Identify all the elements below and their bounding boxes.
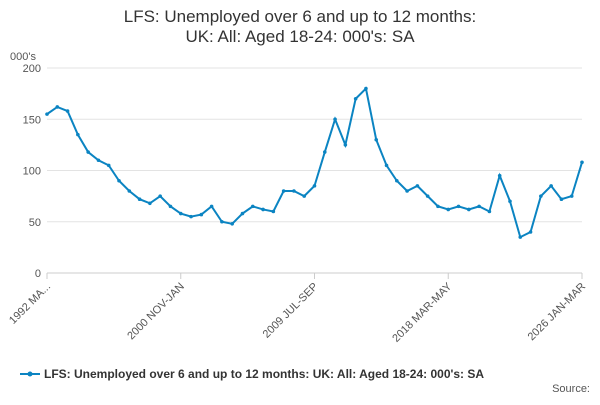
x-tick-label: 2018 MAR-MAY [390, 280, 455, 345]
point [425, 194, 430, 198]
point [549, 184, 553, 188]
point [178, 211, 183, 216]
legend: LFS: Unemployed over 6 and up to 12 mont… [20, 367, 484, 381]
point [86, 150, 90, 154]
line [46, 86, 583, 239]
point [456, 204, 461, 209]
point [508, 199, 512, 204]
x-tick-label: 2000 NOV-JAN [125, 281, 187, 343]
legend-label: LFS: Unemployed over 6 and up to 12 mont… [44, 367, 484, 381]
y-tick-label: 0 [35, 268, 41, 280]
point [96, 158, 101, 163]
point [528, 230, 533, 234]
point [281, 189, 286, 193]
point [117, 178, 121, 183]
point [127, 189, 132, 193]
point [436, 204, 440, 209]
point [261, 207, 265, 212]
point [45, 112, 49, 116]
point [271, 209, 276, 214]
point [209, 204, 214, 209]
point [364, 86, 368, 91]
point [539, 194, 543, 198]
point [374, 137, 379, 142]
x-tick-label: 2026 JAN-MAR [526, 281, 589, 344]
point [487, 209, 492, 214]
point [467, 207, 471, 212]
y-tick-label: 200 [23, 63, 41, 75]
point [230, 222, 234, 226]
point [518, 235, 523, 239]
point [250, 204, 255, 209]
point [415, 184, 420, 188]
point [559, 197, 564, 201]
point [302, 194, 307, 198]
y-tick-label: 50 [29, 217, 41, 229]
point [333, 117, 337, 122]
source: Source: [552, 383, 590, 395]
point [569, 194, 574, 198]
chart-title: LFS: Unemployed over 6 and up to 12 mont… [124, 7, 476, 46]
point [580, 160, 584, 165]
point [76, 132, 80, 137]
point [322, 150, 327, 154]
point [189, 214, 193, 219]
y-axis-label: 000's [10, 51, 36, 63]
point [199, 212, 204, 217]
y-tick-label: 100 [23, 166, 41, 178]
point [220, 219, 224, 224]
point [497, 173, 502, 178]
point [395, 178, 399, 183]
point [353, 96, 358, 101]
x-tick-label: 1992 MA... [7, 281, 53, 327]
point [55, 105, 60, 109]
point [384, 163, 389, 168]
point [240, 211, 245, 216]
point [292, 189, 296, 193]
point [477, 204, 481, 209]
point [343, 143, 348, 147]
point [148, 201, 152, 206]
point [106, 163, 111, 168]
point [446, 207, 451, 212]
legend-marker [27, 371, 33, 377]
y-tick-label: 150 [23, 114, 41, 126]
point [405, 189, 409, 193]
point [158, 194, 162, 198]
point [168, 204, 173, 209]
point [312, 184, 317, 188]
point [137, 197, 142, 201]
x-tick-label: 2009 JUL-SEP [261, 281, 321, 341]
point [65, 109, 70, 113]
